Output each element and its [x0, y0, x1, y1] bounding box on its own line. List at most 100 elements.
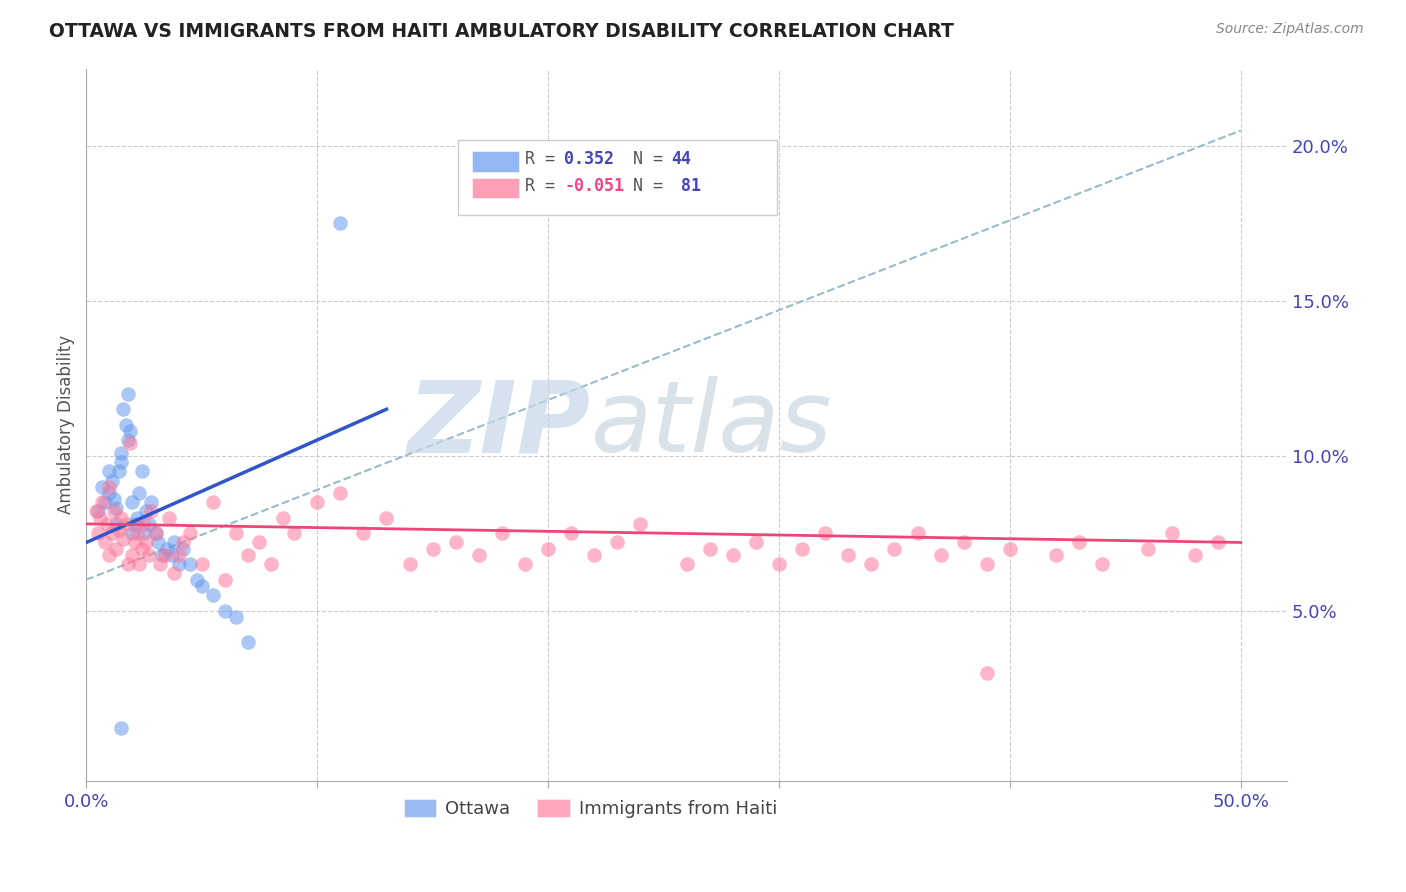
Point: [156, 541, 179, 556]
Point: [225, 526, 247, 541]
Point: [146, 535, 169, 549]
Point: [952, 535, 974, 549]
Point: [138, 516, 160, 531]
Point: [100, 474, 122, 488]
Point: [202, 588, 225, 602]
Point: [112, 402, 135, 417]
Point: [444, 535, 467, 549]
Point: [236, 548, 259, 562]
Point: [91, 480, 114, 494]
Point: [98, 464, 121, 478]
Point: [768, 557, 790, 571]
Point: [120, 424, 142, 438]
Point: [139, 495, 162, 509]
Point: [105, 516, 128, 531]
Point: [190, 579, 212, 593]
Point: [699, 541, 721, 556]
Point: [107, 523, 129, 537]
Point: [976, 665, 998, 680]
Point: [127, 510, 149, 524]
Point: [145, 526, 167, 541]
Point: [790, 541, 813, 556]
Point: [860, 557, 883, 571]
Point: [152, 548, 174, 562]
Text: Source: ZipAtlas.com: Source: ZipAtlas.com: [1216, 22, 1364, 37]
Point: [1184, 548, 1206, 562]
Point: [87, 504, 110, 518]
Point: [105, 501, 128, 516]
Y-axis label: Ambulatory Disability: Ambulatory Disability: [58, 335, 75, 515]
Point: [157, 510, 180, 524]
Point: [513, 557, 536, 571]
Point: [84, 504, 107, 518]
Point: [121, 548, 143, 562]
Point: [132, 516, 155, 531]
Point: [837, 548, 859, 562]
Point: [163, 535, 186, 549]
Point: [132, 526, 155, 541]
Point: [153, 548, 176, 562]
Point: [117, 386, 139, 401]
Point: [375, 510, 398, 524]
Point: [202, 495, 225, 509]
Point: [89, 510, 111, 524]
Point: [121, 495, 143, 509]
Point: [583, 548, 606, 562]
Point: [1091, 557, 1114, 571]
Point: [114, 417, 136, 432]
Point: [1045, 548, 1067, 562]
Point: [124, 516, 146, 531]
Point: [128, 557, 150, 571]
Point: [98, 480, 121, 494]
Point: [907, 526, 929, 541]
Point: [307, 495, 329, 509]
Point: [172, 541, 194, 556]
Point: [214, 604, 236, 618]
Point: [103, 504, 125, 518]
Point: [186, 573, 208, 587]
Point: [98, 486, 121, 500]
Point: [98, 548, 121, 562]
FancyBboxPatch shape: [471, 178, 519, 198]
Point: [139, 504, 162, 518]
Point: [107, 464, 129, 478]
Text: 44: 44: [671, 150, 690, 168]
Point: [329, 216, 352, 230]
Point: [179, 526, 201, 541]
Point: [110, 445, 132, 459]
Point: [117, 434, 139, 448]
Point: [179, 557, 201, 571]
Point: [491, 526, 513, 541]
Text: N =: N =: [633, 178, 672, 195]
Point: [537, 541, 560, 556]
Point: [560, 526, 582, 541]
Point: [271, 510, 294, 524]
Point: [103, 492, 125, 507]
Point: [128, 486, 150, 500]
Point: [1160, 526, 1182, 541]
Point: [675, 557, 697, 571]
Point: [249, 535, 271, 549]
Point: [814, 526, 837, 541]
Point: [145, 526, 167, 541]
Legend: Ottawa, Immigrants from Haiti: Ottawa, Immigrants from Haiti: [396, 791, 785, 825]
FancyBboxPatch shape: [458, 140, 776, 215]
Point: [131, 464, 153, 478]
Point: [127, 526, 149, 541]
Point: [398, 557, 420, 571]
Point: [721, 548, 744, 562]
Point: [606, 535, 628, 549]
Point: [236, 634, 259, 648]
Point: [105, 541, 128, 556]
Point: [138, 548, 160, 562]
Point: [160, 548, 183, 562]
FancyBboxPatch shape: [471, 151, 519, 172]
Point: [110, 455, 132, 469]
Point: [976, 557, 998, 571]
Point: [110, 510, 132, 524]
Point: [110, 722, 132, 736]
Point: [929, 548, 952, 562]
Point: [745, 535, 768, 549]
Point: [1069, 535, 1091, 549]
Point: [630, 516, 652, 531]
